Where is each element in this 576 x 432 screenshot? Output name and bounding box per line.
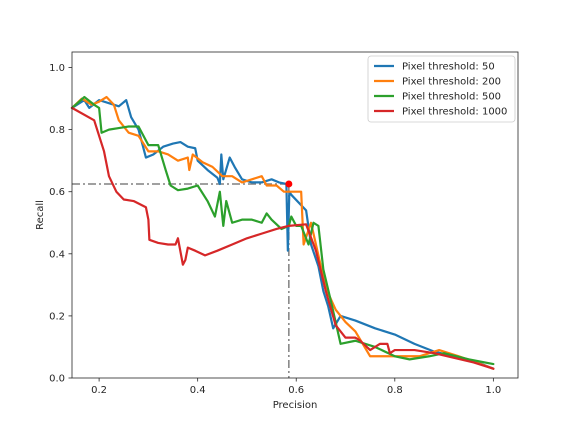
x-tick-label: 0.4 bbox=[190, 385, 206, 396]
legend-label-3: Pixel threshold: 500 bbox=[402, 92, 501, 103]
x-tick-label: 1.0 bbox=[485, 385, 501, 396]
x-axis-ticks: 0.2 0.4 0.6 0.8 1.0 bbox=[91, 378, 501, 396]
y-tick-label: 0.0 bbox=[49, 374, 65, 385]
series-line-2 bbox=[70, 95, 495, 370]
y-axis-ticks: 0.0 0.2 0.4 0.6 0.8 1.0 bbox=[49, 63, 72, 385]
y-tick-label: 0.8 bbox=[49, 125, 65, 136]
y-tick-label: 0.2 bbox=[49, 311, 65, 322]
legend-label-2: Pixel threshold: 200 bbox=[402, 77, 501, 88]
plot-frame bbox=[71, 51, 519, 379]
series-lines bbox=[70, 95, 495, 370]
legend: Pixel threshold: 50 Pixel threshold: 200 P… bbox=[367, 55, 516, 123]
series-line-4 bbox=[70, 106, 495, 370]
x-axis-label: Precision bbox=[273, 400, 318, 411]
operating-point-group bbox=[285, 180, 293, 188]
y-tick-label: 1.0 bbox=[49, 63, 65, 74]
y-tick-label: 0.4 bbox=[49, 249, 65, 260]
legend-label-4: Pixel threshold: 1000 bbox=[402, 107, 507, 118]
legend-label-1: Pixel threshold: 50 bbox=[402, 62, 495, 73]
x-tick-label: 0.2 bbox=[91, 385, 107, 396]
x-tick-label: 0.6 bbox=[288, 385, 304, 396]
series-line-3 bbox=[70, 95, 495, 366]
y-axis-label: Recall bbox=[35, 200, 46, 230]
y-tick-label: 0.6 bbox=[49, 187, 65, 198]
x-tick-label: 0.8 bbox=[387, 385, 403, 396]
operating-point-marker bbox=[285, 180, 293, 188]
legend-box bbox=[367, 55, 516, 123]
